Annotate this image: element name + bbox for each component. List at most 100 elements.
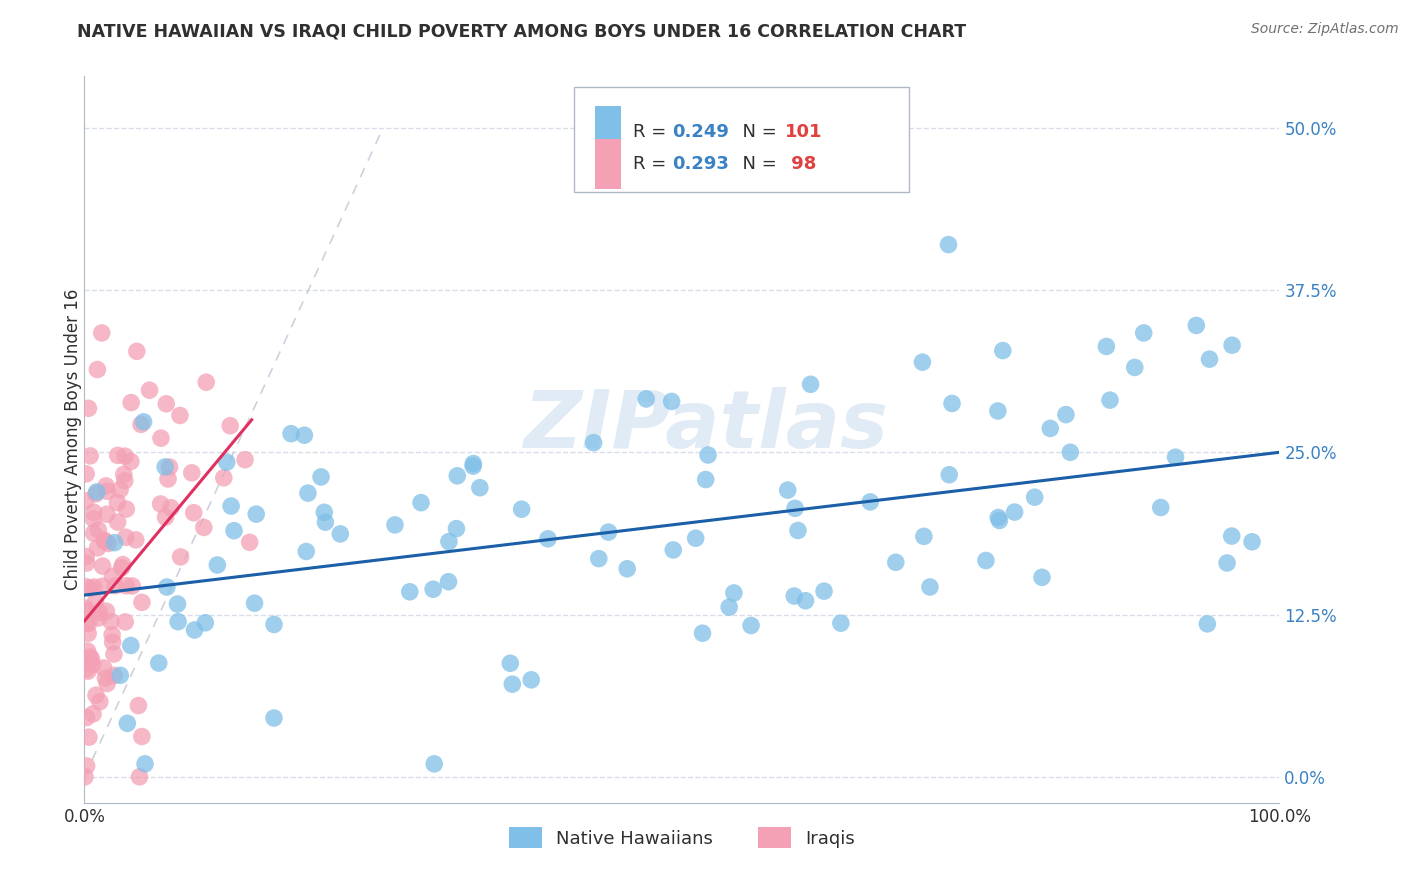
Point <box>239 535 262 549</box>
Point <box>263 711 285 725</box>
Point <box>813 584 835 599</box>
Point <box>107 495 129 509</box>
Point <box>463 459 485 474</box>
Point <box>82 657 104 672</box>
Point <box>83 580 105 594</box>
Point <box>830 616 852 631</box>
Point <box>446 468 468 483</box>
Point <box>409 496 432 510</box>
Point <box>125 344 148 359</box>
Point <box>128 770 150 784</box>
Point <box>692 626 714 640</box>
Point <box>991 343 1014 358</box>
Point <box>86 485 108 500</box>
Point <box>243 596 266 610</box>
Point <box>114 449 136 463</box>
Point <box>309 470 332 484</box>
Point <box>384 517 406 532</box>
Point <box>107 448 129 462</box>
Point <box>314 515 336 529</box>
Point <box>94 671 117 685</box>
Point <box>77 626 100 640</box>
Point <box>167 615 190 629</box>
Bar <box>595 138 621 189</box>
Point <box>84 487 107 501</box>
Legend: Native Hawaiians, Iraqis: Native Hawaiians, Iraqis <box>502 821 862 855</box>
Bar <box>595 106 621 157</box>
Point <box>776 483 799 497</box>
Point <box>1241 534 1264 549</box>
Point <box>859 495 882 509</box>
Point <box>987 510 1010 524</box>
Point <box>86 541 108 555</box>
Point <box>398 584 420 599</box>
Text: N =: N = <box>731 155 782 173</box>
Point <box>219 418 242 433</box>
Point <box>82 706 104 721</box>
Point <box>437 574 460 589</box>
Point <box>280 426 302 441</box>
Point <box>598 525 620 540</box>
Point <box>93 533 115 548</box>
Point <box>93 661 115 675</box>
Point <box>662 543 685 558</box>
Point <box>94 534 117 549</box>
Point <box>96 507 118 521</box>
Point <box>1031 570 1053 584</box>
Point <box>73 770 96 784</box>
Point <box>1054 408 1077 422</box>
Point <box>222 524 245 538</box>
Point <box>96 676 118 690</box>
Point <box>120 639 142 653</box>
Point <box>103 647 125 661</box>
Point <box>148 656 170 670</box>
Point <box>101 569 124 583</box>
Point <box>111 558 134 572</box>
Point <box>153 459 176 474</box>
Point <box>329 527 352 541</box>
Point <box>697 448 720 462</box>
Text: ZIPatlas: ZIPatlas <box>523 387 889 466</box>
Point <box>108 483 131 497</box>
Point <box>212 471 235 485</box>
Point <box>183 506 205 520</box>
Point <box>120 454 142 468</box>
Point <box>207 558 229 572</box>
Point <box>83 505 105 519</box>
Point <box>75 549 97 564</box>
Point <box>510 502 533 516</box>
Point <box>107 515 129 529</box>
Point <box>1004 505 1026 519</box>
Point <box>75 493 97 508</box>
Point <box>1216 556 1239 570</box>
Point <box>446 522 468 536</box>
Point <box>91 559 114 574</box>
Point <box>121 579 143 593</box>
Point <box>134 756 156 771</box>
Point <box>90 326 112 340</box>
Point <box>1039 421 1062 435</box>
Point <box>685 531 707 545</box>
Point <box>636 392 658 406</box>
Point <box>740 618 762 632</box>
Point <box>520 673 543 687</box>
Text: 0.293: 0.293 <box>672 155 730 173</box>
Point <box>89 606 111 620</box>
Point <box>423 756 446 771</box>
Point <box>120 395 142 409</box>
Point <box>75 662 97 676</box>
Point <box>1164 450 1187 465</box>
Point <box>501 677 523 691</box>
Point <box>988 514 1011 528</box>
Point <box>314 505 336 519</box>
Point <box>84 688 107 702</box>
Point <box>783 501 806 516</box>
Point <box>588 551 610 566</box>
Point <box>159 460 181 475</box>
Point <box>295 544 318 558</box>
Point <box>101 635 124 649</box>
Point <box>97 536 120 550</box>
Y-axis label: Child Poverty Among Boys Under 16: Child Poverty Among Boys Under 16 <box>65 289 82 590</box>
Point <box>87 523 110 537</box>
Point <box>101 628 124 642</box>
